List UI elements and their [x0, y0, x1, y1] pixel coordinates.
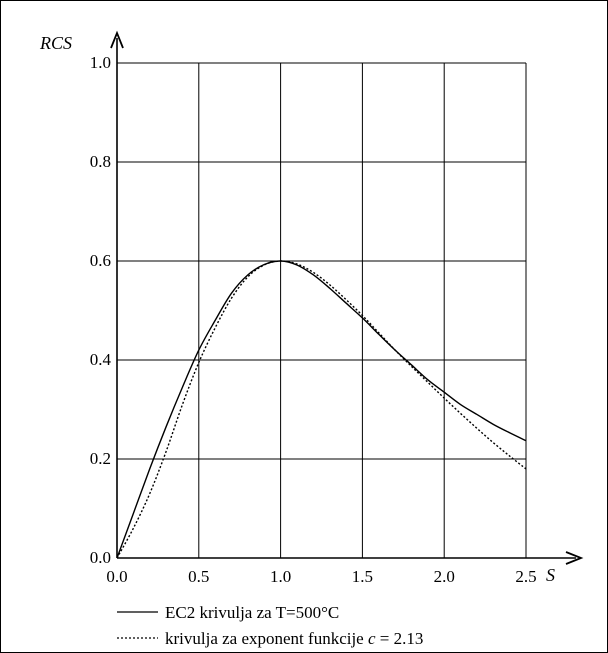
legend-label-exponent-suffix: = 2.13	[376, 629, 424, 648]
x-tick-label-5: 2.5	[515, 567, 536, 586]
legend-label-ec2: EC2 krivulja za T=500°C	[165, 603, 339, 622]
y-tick-label-2: 0.4	[90, 350, 112, 369]
x-axis-arrow	[565, 551, 584, 565]
grid-layer	[117, 62, 527, 558]
x-tick-label-3: 1.5	[352, 567, 373, 586]
legend-label-exponent-prefix: krivulja za exponent funkcije	[165, 629, 368, 648]
legend-label-exponent: krivulja za exponent funkcije c = 2.13	[165, 629, 423, 648]
x-tick-label-1: 0.5	[188, 567, 209, 586]
x-axis-title: S	[546, 565, 555, 585]
y-axis-title: RCS	[39, 33, 72, 53]
series-line-0	[116, 260, 527, 559]
series-line-1	[116, 260, 527, 559]
y-tick-label-0: 0.0	[90, 548, 111, 567]
y-tick-label-1: 0.2	[90, 449, 111, 468]
legend-label-exponent-var: c	[368, 629, 376, 648]
y-tick-label-5: 1.0	[90, 53, 111, 72]
y-tick-label-4: 0.8	[90, 152, 111, 171]
y-axis-arrow	[110, 30, 124, 49]
x-tick-label-2: 1.0	[270, 567, 291, 586]
y-tick-label-3: 0.6	[90, 251, 111, 270]
label-layer: 0.0 0.5 1.0 1.5 2.0 2.5 0.0 0.2 0.4 0.6 0.8 1.0	[90, 53, 537, 586]
x-tick-label-0: 0.0	[106, 567, 127, 586]
legend: EC2 krivulja za T=500°C krivulja za expo…	[117, 603, 423, 648]
series-layer	[116, 260, 527, 559]
axis-layer	[110, 30, 584, 565]
x-tick-label-4: 2.0	[434, 567, 455, 586]
